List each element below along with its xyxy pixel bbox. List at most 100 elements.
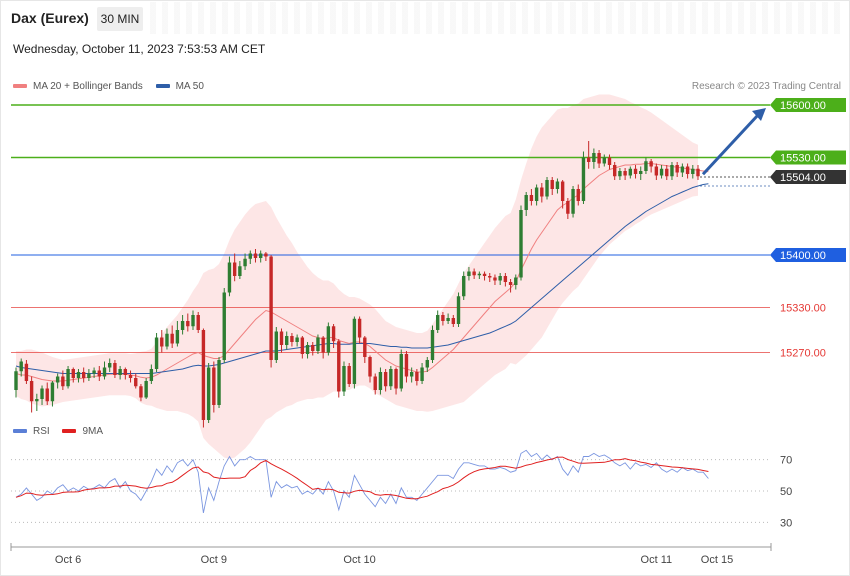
rsi-legend: RSI 9MA xyxy=(13,426,113,437)
candle-body xyxy=(45,388,49,402)
candle-body xyxy=(50,382,55,402)
bollinger-band xyxy=(16,94,698,459)
candle-body xyxy=(35,399,39,402)
candle-body xyxy=(285,336,289,345)
candle-body xyxy=(144,381,148,398)
candle-body xyxy=(576,189,580,201)
candle-body xyxy=(451,318,456,324)
candle-body xyxy=(264,253,268,257)
candle-body xyxy=(389,369,393,387)
candle-body xyxy=(55,376,60,383)
level-label-5: 15270.00 xyxy=(780,348,826,360)
candle-body xyxy=(623,171,627,176)
trend-arrow-head xyxy=(752,108,766,121)
candle-body xyxy=(311,345,315,351)
candle-body xyxy=(696,168,700,177)
candle-body xyxy=(258,253,263,258)
x-tick-3: Oct 11 xyxy=(641,554,673,566)
legend-label-ma20: MA 20 + Bollinger Bands xyxy=(33,81,143,92)
candle-body xyxy=(342,366,346,392)
candle-body xyxy=(508,282,513,285)
candle-body xyxy=(498,276,502,281)
candle-body xyxy=(295,337,299,342)
candle-body xyxy=(19,361,23,372)
candle-body xyxy=(399,354,403,389)
candle-body xyxy=(488,276,492,278)
candle-body xyxy=(503,276,508,282)
rsi-9ma-line xyxy=(15,456,709,500)
rsi-tick-50: 50 xyxy=(780,486,792,498)
candle-body xyxy=(659,168,664,176)
candle-body xyxy=(196,315,200,330)
level-tag-2 xyxy=(770,170,846,184)
legend-item-ma20: MA 20 + Bollinger Bands xyxy=(13,81,146,92)
level-tag-1 xyxy=(770,150,846,165)
candle-body xyxy=(581,157,586,201)
candle-body xyxy=(180,321,185,330)
candle-body xyxy=(519,210,523,278)
candle-body xyxy=(227,262,232,293)
candle-body xyxy=(633,168,638,174)
level-tag-0 xyxy=(770,98,846,112)
price-legend: MA 20 + Bollinger Bands MA 50 xyxy=(13,81,214,92)
candle-body xyxy=(191,315,195,327)
candle-body xyxy=(40,388,44,399)
candle-body xyxy=(665,168,669,177)
candle-body xyxy=(524,195,528,210)
candle-body xyxy=(29,381,34,402)
candle-body xyxy=(613,165,617,177)
candle-body xyxy=(154,337,159,369)
candle-body xyxy=(326,326,331,353)
datetime-label: Wednesday, October 11, 2023 7:53:53 AM C… xyxy=(13,42,266,56)
candle-body xyxy=(232,262,237,276)
credit-text: Research © 2023 Trading Central xyxy=(691,81,841,92)
candle-body xyxy=(409,372,414,377)
legend-label-ma50: MA 50 xyxy=(175,81,204,92)
rsi-tick-70: 70 xyxy=(780,455,792,467)
candle-body xyxy=(446,318,450,321)
candle-body xyxy=(113,363,117,375)
candle-body xyxy=(529,195,534,201)
candle-body xyxy=(165,333,169,347)
candle-body xyxy=(253,253,258,258)
candle-body xyxy=(618,171,622,177)
candle-body xyxy=(134,378,138,387)
legend-item-ma50: MA 50 xyxy=(155,81,204,92)
candle-body xyxy=(597,153,601,164)
candle-body xyxy=(482,273,487,276)
candle-body xyxy=(378,372,383,390)
candle-body xyxy=(383,372,388,387)
candle-body xyxy=(76,372,81,378)
candle-body xyxy=(472,271,476,276)
candle-body xyxy=(691,168,695,174)
candle-body xyxy=(160,337,164,347)
level-label-2: 15504.00 xyxy=(780,172,826,184)
candle-body xyxy=(534,187,539,201)
candle-body xyxy=(290,336,294,342)
legend-swatch-rsi xyxy=(13,429,27,434)
candle-body xyxy=(394,369,398,389)
candle-body xyxy=(175,330,180,344)
header-watermark-band xyxy=(150,2,846,34)
timeframe-button[interactable]: 30 MIN xyxy=(97,7,143,31)
candle-body xyxy=(545,180,549,197)
level-label-3: 15400.00 xyxy=(780,250,826,262)
candle-body xyxy=(639,171,643,174)
candle-body xyxy=(430,330,435,360)
ma50-line xyxy=(15,183,709,374)
x-tick-4: Oct 15 xyxy=(701,554,733,566)
legend-label-rsi: RSI xyxy=(33,426,50,437)
candle-body xyxy=(373,376,377,390)
rsi-tick-30: 30 xyxy=(780,517,792,529)
legend-swatch-ma50 xyxy=(155,84,170,89)
legend-label-9ma: 9MA xyxy=(82,426,104,437)
candle-body xyxy=(435,315,440,330)
candle-body xyxy=(139,386,143,398)
level-label-0: 15600.00 xyxy=(780,100,826,112)
candle-body xyxy=(644,161,648,171)
x-tick-0: Oct 6 xyxy=(55,554,81,566)
candle-body xyxy=(415,372,419,381)
candle-body xyxy=(102,367,107,377)
candle-body xyxy=(462,276,466,297)
